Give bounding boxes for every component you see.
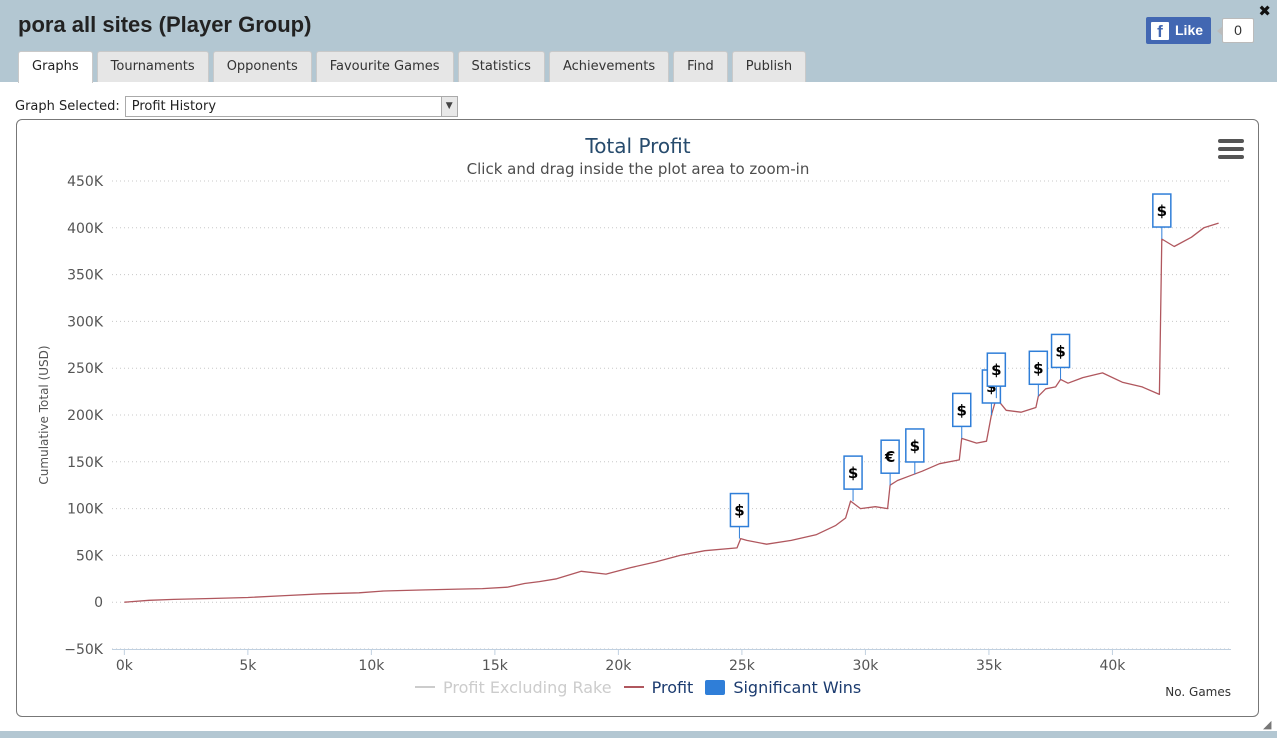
flag-label: $ <box>957 401 967 419</box>
flag-label: $ <box>1033 359 1043 377</box>
menu-bar <box>1218 155 1244 159</box>
y-tick-label: −50K <box>64 642 104 658</box>
facebook-like-count: 0 <box>1217 18 1254 43</box>
significant-win-flag[interactable]: $ <box>905 428 925 474</box>
y-tick-label: 0 <box>94 595 103 611</box>
x-tick-label: 30k <box>852 658 879 674</box>
graph-select-row: Graph Selected: Profit History ▼ <box>15 95 458 117</box>
hamburger-menu-icon[interactable] <box>1218 139 1244 159</box>
menu-bar <box>1218 147 1244 151</box>
chart-subtitle: Click and drag inside the plot area to z… <box>467 160 810 178</box>
legend-item-significant-wins[interactable]: Significant Wins <box>705 678 861 697</box>
facebook-icon: f <box>1151 21 1169 41</box>
x-tick-label: 0k <box>116 658 134 674</box>
graph-select-dropdown[interactable]: Profit History ▼ <box>124 95 458 117</box>
tab-bar: Graphs Tournaments Opponents Favourite Game… <box>18 51 810 83</box>
flag-label: $ <box>1157 202 1167 220</box>
window-bottom-border <box>0 731 1277 738</box>
flag-box <box>986 352 1007 387</box>
y-tick-label: 50K <box>76 548 104 564</box>
series-profit-line <box>124 222 1219 603</box>
chart-title: Total Profit <box>584 134 690 158</box>
legend-swatch <box>623 686 644 688</box>
flag-box <box>951 392 972 428</box>
significant-win-flag[interactable]: $ <box>1028 350 1049 397</box>
y-tick-label: 450K <box>67 174 104 190</box>
x-axis-label: No. Games <box>1165 685 1231 699</box>
tab-favourite-games[interactable]: Favourite Games <box>315 51 454 82</box>
significant-win-flag[interactable]: $ <box>729 492 750 539</box>
significant-win-flag[interactable]: $ <box>1050 333 1071 380</box>
tab-find[interactable]: Find <box>673 51 728 82</box>
x-tick-label: 25k <box>729 658 756 674</box>
y-tick-label: 300K <box>67 314 104 330</box>
tab-graphs[interactable]: Graphs <box>18 51 93 83</box>
resize-grip-icon[interactable]: ◢ <box>1263 718 1272 731</box>
y-tick-label: 350K <box>67 268 104 284</box>
chart-legend: Profit Excluding Rake Profit Significant W… <box>415 676 873 698</box>
tab-achievements[interactable]: Achievements <box>548 51 670 82</box>
significant-win-flag[interactable]: $ <box>951 392 972 439</box>
tab-statistics[interactable]: Statistics <box>457 51 545 82</box>
flag-box <box>880 439 900 474</box>
flag-box <box>905 428 925 463</box>
flag-label: € <box>884 448 895 466</box>
x-tick-label: 15k <box>482 658 509 674</box>
flag-label: $ <box>1055 342 1065 360</box>
graph-select-label: Graph Selected: <box>15 98 120 114</box>
flag-box <box>1152 193 1172 228</box>
significant-win-flag[interactable]: € <box>880 439 900 486</box>
facebook-like-button[interactable]: f Like <box>1146 17 1212 44</box>
significant-win-flag[interactable]: $ <box>843 455 863 502</box>
y-tick-label: 250K <box>67 361 104 377</box>
flag-label: $ <box>734 502 744 520</box>
x-tick-label: 20k <box>605 658 632 674</box>
legend-label: Profit <box>651 677 694 697</box>
flag-box <box>1028 350 1049 386</box>
flag-label: $ <box>848 464 858 482</box>
y-axis-label: Cumulative Total (USD) <box>37 345 51 484</box>
significant-win-flag[interactable]: $ <box>986 352 1007 399</box>
y-tick-label: 400K <box>67 221 104 237</box>
x-tick-label: 10k <box>358 658 385 674</box>
legend-label: Profit Excluding Rake <box>443 677 612 697</box>
legend-item-profit-excluding-rake[interactable]: Profit Excluding Rake <box>415 678 612 697</box>
graph-select-value: Profit History <box>131 98 217 114</box>
close-icon[interactable]: ✖ <box>1258 2 1271 20</box>
chevron-down-icon[interactable]: ▼ <box>440 96 457 116</box>
title-bar: pora all sites (Player Group) ✖ f Like 0… <box>0 0 1277 83</box>
legend-swatch <box>415 686 435 688</box>
legend-label: Significant Wins <box>733 677 862 697</box>
y-tick-label: 150K <box>67 455 104 471</box>
window-title: pora all sites (Player Group) <box>18 12 312 37</box>
legend-item-profit[interactable]: Profit <box>623 677 694 697</box>
tab-publish[interactable]: Publish <box>731 51 807 82</box>
x-tick-label: 35k <box>976 658 1003 674</box>
chart-panel: Total Profit Click and drag inside the pl… <box>16 119 1259 717</box>
profit-chart[interactable]: Total Profit Click and drag inside the pl… <box>17 120 1258 716</box>
legend-swatch <box>705 679 726 695</box>
facebook-like-label: Like <box>1175 22 1204 38</box>
flag-box <box>729 492 750 528</box>
flag-label: $ <box>986 378 996 396</box>
flag-box <box>1050 333 1071 369</box>
tab-tournaments[interactable]: Tournaments <box>96 51 209 82</box>
significant-win-flag[interactable]: $ <box>1152 193 1172 240</box>
x-tick-label: 5k <box>239 658 257 674</box>
y-tick-label: 100K <box>67 502 104 518</box>
flag-box <box>843 455 863 490</box>
tab-opponents[interactable]: Opponents <box>212 51 312 82</box>
menu-bar <box>1218 139 1244 143</box>
flag-label: $ <box>991 361 1001 379</box>
flag-label: $ <box>910 437 920 455</box>
y-tick-label: 200K <box>67 408 104 424</box>
x-tick-label: 40k <box>1099 658 1126 674</box>
